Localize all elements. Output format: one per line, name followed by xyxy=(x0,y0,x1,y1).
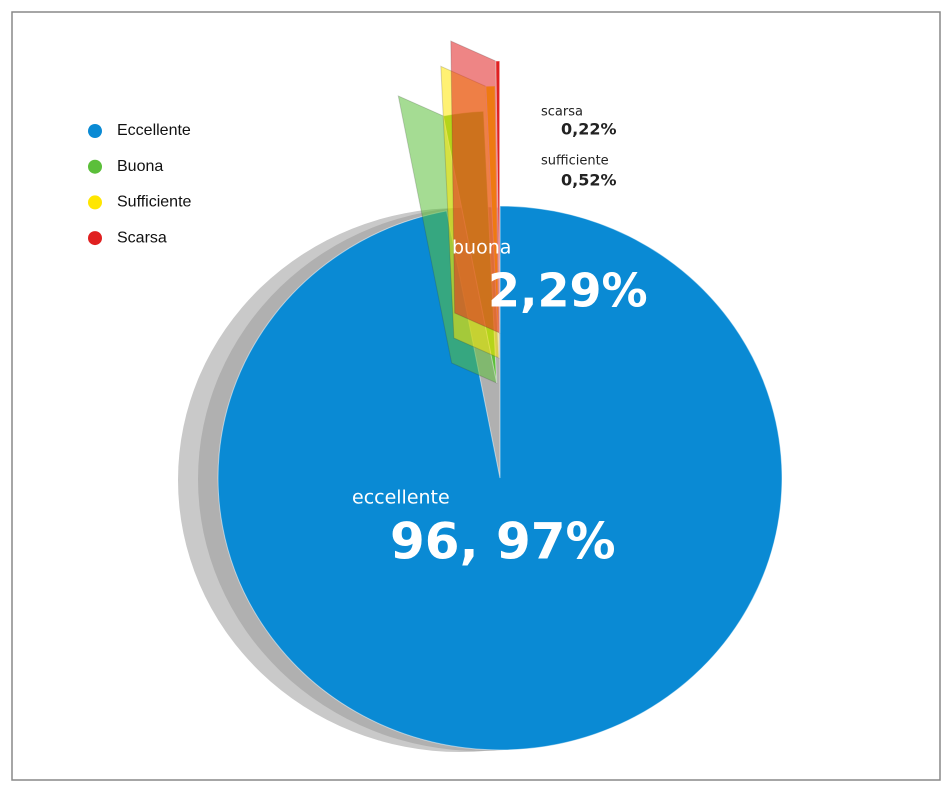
value-label: 0,22% xyxy=(561,120,617,139)
legend-marker xyxy=(88,159,102,174)
pie-slice xyxy=(217,205,783,751)
legend-marker xyxy=(88,124,102,138)
legend-label: Scarsa xyxy=(117,229,167,246)
value-label: 2,29% xyxy=(488,264,648,318)
slice-label: scarsa xyxy=(541,105,583,120)
legend-marker xyxy=(88,231,102,246)
slice-label: buona xyxy=(452,237,511,259)
slice-label: sufficiente xyxy=(541,154,609,169)
legend-label: Sufficiente xyxy=(117,194,192,211)
value-label: 0,52% xyxy=(561,171,617,190)
legend-label: Eccellente xyxy=(117,122,191,139)
pie-slice xyxy=(495,60,501,334)
legend-marker xyxy=(88,195,102,210)
legend-label: Buona xyxy=(117,158,163,175)
slice-label: eccellente xyxy=(352,487,450,509)
value-label: 96, 97% xyxy=(390,513,616,571)
